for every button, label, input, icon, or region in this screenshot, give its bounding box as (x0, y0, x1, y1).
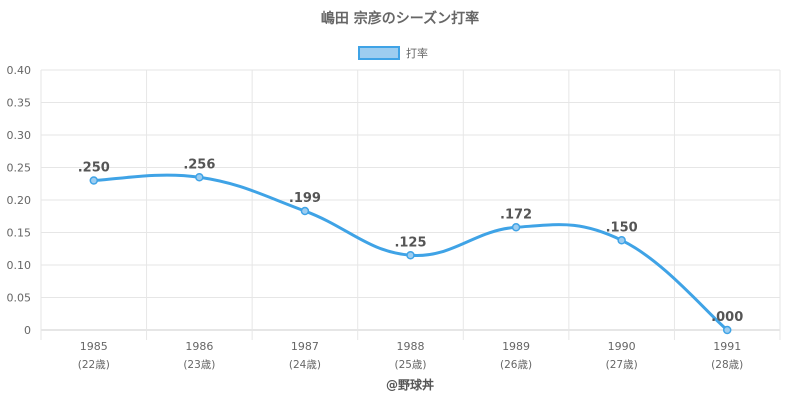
x-tick-sublabel: (22歳) (78, 359, 110, 371)
data-point[interactable] (195, 173, 204, 182)
data-labels: .250 .256 .199 .125 .172 .150 .000 (78, 157, 744, 325)
data-point[interactable] (300, 206, 310, 216)
x-tick-sublabel: (27歳) (606, 359, 638, 371)
data-label: .000 (711, 310, 743, 325)
x-tick-label: 1985 (80, 340, 108, 353)
x-tick-label: 1989 (502, 340, 530, 353)
y-tick-label: 0.20 (7, 194, 32, 207)
y-tick-label: 0.25 (7, 162, 32, 175)
y-tick-label: 0.40 (7, 64, 32, 77)
series-layer (89, 173, 732, 335)
x-tick-sublabel: (28歳) (711, 359, 743, 371)
y-tick-label: 0.05 (7, 292, 32, 305)
x-tick-sublabel: (26歳) (500, 359, 532, 371)
data-point[interactable] (722, 325, 732, 335)
x-tick-label: 1986 (185, 340, 213, 353)
data-label: .150 (606, 220, 638, 235)
data-label: .172 (500, 207, 532, 222)
data-point[interactable] (89, 176, 99, 185)
data-label: .125 (394, 235, 426, 250)
data-point[interactable] (406, 251, 415, 260)
y-tick-label: 0.15 (7, 227, 32, 240)
y-axis: 0 0.05 0.10 0.15 0.20 0.25 0.30 0.35 0.40 (7, 64, 32, 337)
x-tick-sublabel: (24歳) (289, 359, 321, 371)
x-tick-label: 1987 (291, 340, 319, 353)
data-label: .256 (183, 157, 215, 172)
x-tick-label: 1991 (713, 340, 741, 353)
chart-title: 嶋田 宗彦のシーズン打率 (321, 10, 479, 27)
y-tick-label: 0.10 (7, 259, 32, 272)
y-tick-label: 0.30 (7, 129, 32, 142)
x-tick-label: 1988 (397, 340, 425, 353)
data-label: .250 (78, 161, 110, 176)
legend-label: 打率 (406, 46, 428, 60)
x-axis: 1985 (22歳) 1986 (23歳) 1987 (24歳) 1988 (25歳) 1989… (78, 340, 743, 371)
legend-swatch (358, 46, 400, 60)
x-tick-sublabel: (25歳) (394, 359, 426, 371)
grid (40, 69, 781, 340)
x-tick-sublabel: (23歳) (183, 359, 215, 371)
credit-text: @野球丼 (386, 377, 434, 392)
y-tick-label: 0 (24, 324, 31, 337)
x-tick-label: 1990 (608, 340, 636, 353)
y-tick-label: 0.35 (7, 97, 32, 110)
data-point[interactable] (511, 223, 521, 232)
data-point[interactable] (617, 236, 626, 245)
data-label: .199 (289, 191, 321, 206)
legend[interactable]: 打率 (358, 46, 428, 60)
